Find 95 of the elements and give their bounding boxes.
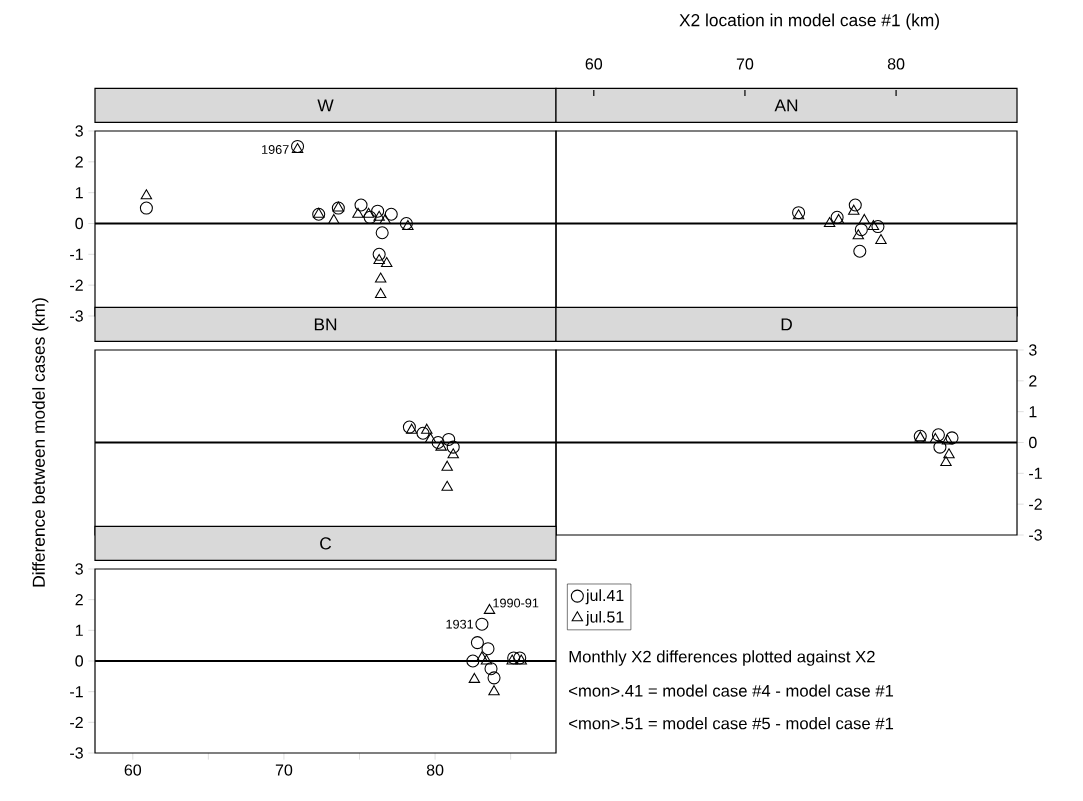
y-tick-label: -2 (70, 279, 83, 291)
chart-title: W (317, 99, 334, 112)
point (442, 432, 456, 446)
point (929, 432, 942, 443)
point (871, 220, 885, 234)
legend-label: jul.51 (585, 610, 624, 626)
x-tick-label: 60 (124, 764, 142, 776)
point (354, 198, 368, 212)
point (363, 210, 377, 224)
point (867, 220, 880, 231)
point (470, 636, 484, 650)
point (380, 257, 393, 268)
y-tick-label: 2 (75, 594, 83, 606)
y2-tick-label: -1 (1029, 467, 1042, 479)
point (943, 448, 955, 459)
point (373, 210, 385, 221)
point (945, 431, 959, 445)
y2-tick-label: 3 (1028, 344, 1037, 356)
annotation: 1931 (446, 619, 474, 629)
point (362, 207, 375, 218)
y2-tick-label: 1 (1029, 406, 1037, 418)
point (379, 213, 391, 224)
point (371, 204, 385, 218)
y-tick-label: 0 (75, 655, 84, 667)
point (441, 480, 453, 491)
point (421, 423, 433, 434)
point (941, 434, 954, 445)
point (435, 440, 447, 451)
point (446, 440, 460, 454)
point (848, 204, 860, 215)
point (848, 198, 862, 212)
y2-tick-label: -3 (1029, 529, 1042, 541)
point (475, 617, 489, 631)
y-tick-label: 1 (75, 624, 83, 636)
point (933, 440, 947, 454)
x-tick-label: 80 (426, 764, 444, 776)
legend-label: jul.41 (585, 589, 624, 605)
x-tick-label: 70 (275, 764, 293, 776)
point (441, 460, 453, 471)
y-axis-title: Difference between model cases (km) (32, 298, 49, 587)
point (931, 428, 945, 442)
point (481, 642, 495, 656)
text: <mon>.41 = model case #4 - model case #1 (569, 684, 894, 697)
point (854, 223, 868, 237)
point (480, 654, 493, 665)
text: <mon>.51 = model case #5 - model case #1 (569, 717, 894, 730)
point (373, 253, 385, 265)
point (384, 207, 398, 221)
point (447, 448, 459, 459)
y-tick-label: 1 (75, 187, 83, 199)
x-tick-label: 80 (887, 58, 905, 70)
point (399, 216, 413, 231)
point (372, 247, 386, 261)
y2-tick-label: 2 (1029, 375, 1037, 387)
point (139, 201, 153, 215)
point (374, 287, 387, 298)
x-tick-label: 70 (736, 58, 754, 70)
point (374, 272, 387, 283)
y-tick-label: -3 (70, 747, 83, 759)
y-tick-label: -2 (70, 716, 83, 728)
y-tick-label: -1 (70, 686, 83, 698)
text: Monthly X2 differences plotted against X2 (569, 650, 875, 666)
point (852, 229, 865, 240)
point (823, 216, 836, 228)
chart-title: AN (774, 99, 798, 112)
point (431, 435, 445, 450)
chart-title: D (781, 318, 792, 331)
point (468, 672, 481, 683)
y-tick-label: -3 (70, 310, 83, 322)
y2-tick-label: 0 (1029, 436, 1037, 449)
point (875, 233, 887, 244)
x-axis-title: X2 location in model case #1 (km) (679, 13, 939, 30)
point (940, 456, 952, 467)
y-tick-label: 2 (75, 156, 83, 168)
y-tick-label: 0 (75, 217, 84, 230)
point (466, 654, 480, 668)
chart-title: C (320, 537, 332, 550)
y-tick-label: 3 (75, 563, 83, 575)
point (853, 244, 867, 258)
y-tick-label: 3 (75, 125, 83, 137)
point (328, 213, 340, 224)
annotation: 1967 (262, 145, 289, 154)
annotation: 1990-91 (493, 598, 539, 608)
point (484, 662, 498, 676)
chart-title: BN (314, 318, 337, 331)
point (352, 207, 364, 218)
point (488, 685, 500, 696)
point (375, 226, 389, 240)
y2-tick-label: -2 (1029, 498, 1042, 510)
point (402, 220, 414, 231)
point (487, 671, 501, 685)
point (858, 213, 871, 224)
point (140, 189, 153, 200)
y-tick-label: -1 (70, 248, 83, 260)
x-tick-label: 60 (585, 58, 603, 70)
